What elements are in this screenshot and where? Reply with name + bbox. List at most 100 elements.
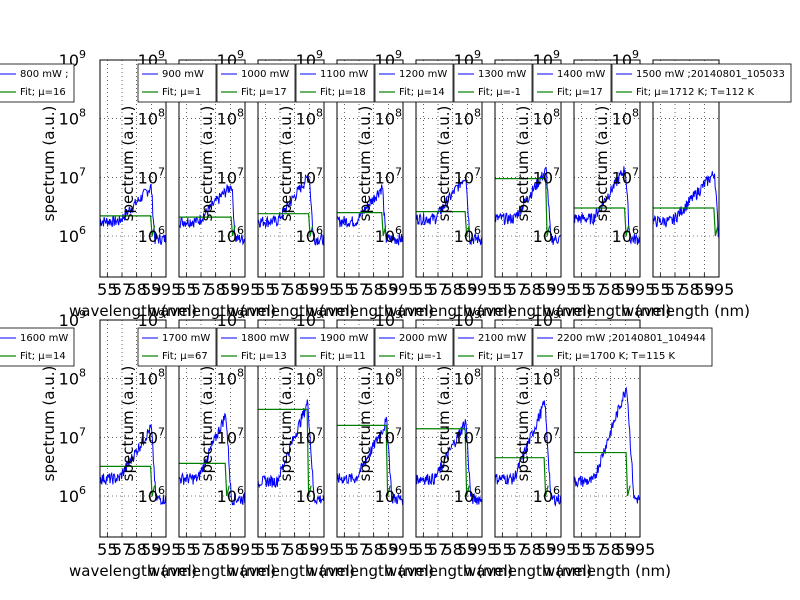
x-tick-label: 59 — [615, 280, 635, 299]
x-tick-label: 595 — [467, 280, 498, 299]
legend-fit-label: Fit; μ=16 — [20, 87, 66, 98]
x-tick-label: 58 — [205, 280, 225, 299]
y-axis-label: spectrum (a.u.) — [356, 106, 374, 222]
y-axis-label: spectrum (a.u.) — [119, 366, 137, 482]
y-tick-exponent: 8 — [237, 367, 244, 380]
legend: 1200 mW Fit; μ=14 — [374, 63, 454, 103]
y-tick-base: 10 — [217, 370, 237, 389]
x-tick-label: 595 — [309, 280, 340, 299]
fit-line — [179, 216, 236, 237]
axes-frame — [573, 319, 641, 538]
x-axis-label: wavelength (nm) — [385, 302, 513, 320]
y-tick-label: 10 6 — [454, 224, 481, 246]
x-tick-label: 58 — [126, 280, 146, 299]
y-tick-base: 10 — [533, 311, 553, 330]
x-tick-label: 59 — [220, 540, 240, 559]
y-tick-exponent: 8 — [316, 107, 323, 120]
legend-box — [137, 327, 217, 367]
fit-line — [574, 207, 630, 237]
y-tick-exponent: 8 — [237, 107, 244, 120]
x-tick-label: 58 — [126, 540, 146, 559]
y-tick-exponent: 6 — [474, 484, 481, 497]
y-tick-base: 10 — [217, 227, 237, 246]
y-axis-label: spectrum (a.u.) — [435, 106, 453, 222]
y-tick-label: 10 9 — [217, 308, 244, 330]
x-tick-label: 57 — [191, 540, 211, 559]
legend-box — [611, 63, 792, 103]
x-tick-label: 595 — [230, 280, 261, 299]
y-tick-label: 10 6 — [296, 224, 323, 246]
y-tick-label: 10 9 — [533, 308, 560, 330]
legend-box — [374, 63, 454, 103]
x-axis-label: wavelength (nm) — [69, 562, 197, 580]
y-axis-label: spectrum (a.u.) — [119, 106, 137, 222]
legend-fit-label: Fit; μ=18 — [320, 87, 366, 98]
legend-box — [216, 63, 296, 103]
y-tick-exponent: 8 — [316, 367, 323, 380]
x-tick-label: 58 — [600, 280, 620, 299]
axes-frame — [494, 319, 562, 538]
y-tick-exponent: 8 — [79, 107, 86, 120]
y-tick-label: 10 8 — [533, 107, 560, 129]
fit-line — [416, 211, 470, 237]
y-tick-base: 10 — [138, 370, 158, 389]
y-tick-base: 10 — [533, 227, 553, 246]
legend-box — [0, 327, 75, 367]
x-tick-label: 58 — [363, 280, 383, 299]
y-tick-exponent: 7 — [474, 425, 481, 438]
y-tick-exponent: 7 — [237, 425, 244, 438]
y-tick-exponent: 7 — [158, 165, 165, 178]
axes-frame — [257, 59, 325, 278]
spectrum-line — [336, 416, 404, 505]
y-tick-label: 10 7 — [375, 425, 402, 447]
y-tick-label: 10 8 — [138, 367, 165, 389]
y-tick-exponent: 7 — [158, 425, 165, 438]
y-tick-label: 10 7 — [612, 165, 639, 187]
legend: 1100 mW Fit; μ=18 — [295, 63, 375, 103]
x-tick-label: 58 — [600, 540, 620, 559]
x-tick-label: 59 — [299, 280, 319, 299]
y-tick-exponent: 8 — [474, 107, 481, 120]
y-tick-base: 10 — [296, 311, 316, 330]
y-tick-exponent: 8 — [553, 367, 560, 380]
x-tick-label: 57 — [428, 540, 448, 559]
y-tick-base: 10 — [375, 110, 395, 129]
y-tick-exponent: 9 — [395, 308, 402, 321]
y-tick-base: 10 — [59, 227, 79, 246]
legend-fit-label: Fit; μ=14 — [399, 87, 445, 98]
y-tick-exponent: 6 — [553, 224, 560, 237]
y-tick-label: 10 7 — [454, 165, 481, 187]
fit-line — [258, 408, 312, 497]
fit-line — [495, 457, 549, 497]
y-tick-label: 10 8 — [375, 367, 402, 389]
x-tick-label: 595 — [309, 540, 340, 559]
y-tick-exponent: 6 — [474, 224, 481, 237]
y-tick-base: 10 — [59, 370, 79, 389]
axes-frame — [652, 59, 720, 278]
y-tick-exponent: 8 — [158, 107, 165, 120]
y-axis-label: spectrum (a.u.) — [277, 106, 295, 222]
x-tick-label: 595 — [625, 280, 656, 299]
y-tick-base: 10 — [217, 168, 237, 187]
legend-fit-label: Fit; μ=1700 K; T=115 K — [557, 351, 675, 362]
y-tick-exponent: 8 — [79, 367, 86, 380]
x-axis-label: wavelength (nm) — [69, 302, 197, 320]
y-tick-exponent: 8 — [395, 107, 402, 120]
legend: 1600 mW Fit; μ=14 — [0, 327, 75, 367]
x-tick-label: 595 — [467, 540, 498, 559]
y-tick-label: 10 7 — [59, 425, 86, 447]
y-tick-label: 10 6 — [217, 224, 244, 246]
x-axis-label: wavelength (nm) — [227, 562, 355, 580]
y-tick-label: 10 7 — [533, 425, 560, 447]
y-tick-label: 10 8 — [138, 107, 165, 129]
x-tick-label: 59 — [694, 280, 714, 299]
y-tick-base: 10 — [296, 370, 316, 389]
legend-box — [532, 327, 713, 367]
x-axis-label: wavelength (nm) — [385, 562, 513, 580]
x-tick-label: 58 — [284, 280, 304, 299]
y-tick-exponent: 6 — [158, 224, 165, 237]
legend-data-label: 1400 mW — [557, 69, 605, 80]
